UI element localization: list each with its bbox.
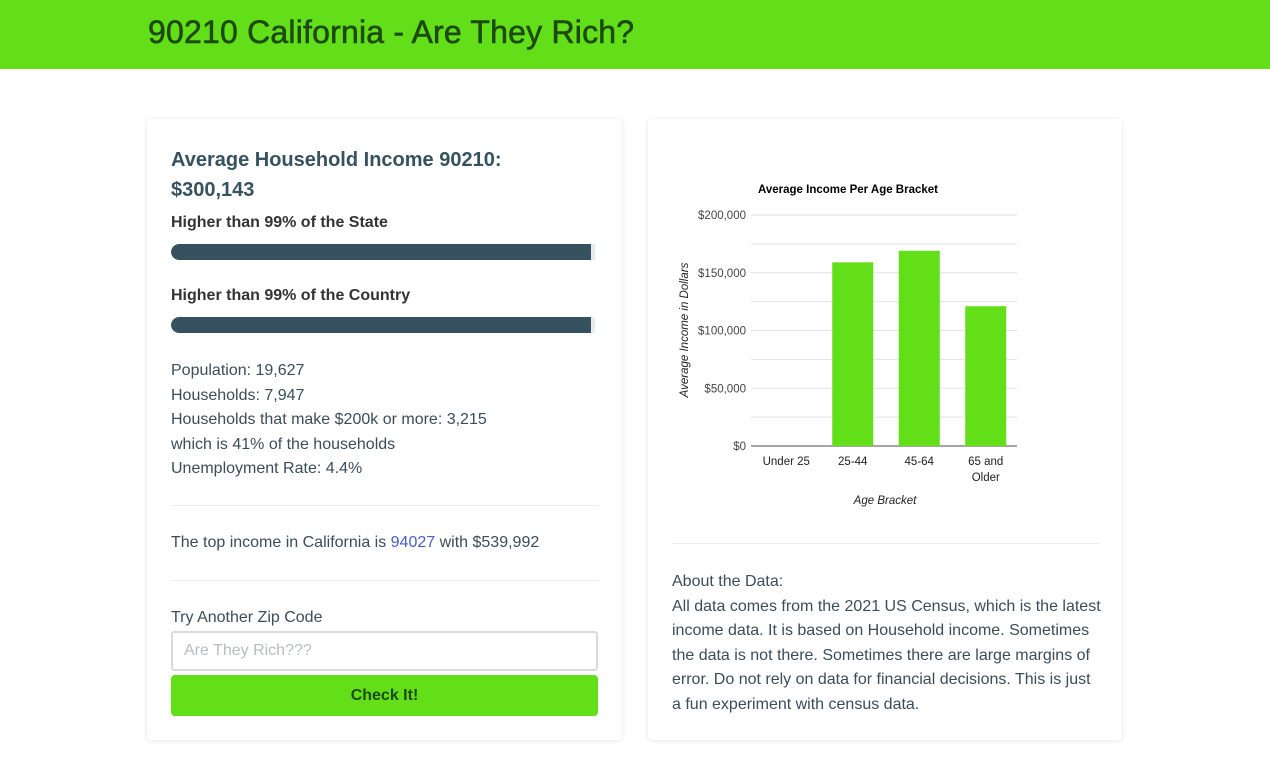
population-stat: Population: 19,627 bbox=[171, 362, 305, 379]
x-axis-label: Age Bracket bbox=[853, 495, 917, 507]
bar-chart: Average Income Per Age Bracket $0 $50,000 $… bbox=[679, 184, 1017, 507]
divider bbox=[171, 580, 599, 581]
country-progress-bar bbox=[171, 317, 595, 333]
top-income-suffix: with $539,992 bbox=[435, 534, 540, 551]
x-tick-label: Older bbox=[972, 472, 1000, 484]
bar bbox=[832, 262, 874, 446]
chart-title: Average Income Per Age Bracket bbox=[758, 184, 938, 196]
zip-stats: Population: 19,627 Households: 7,947 Hou… bbox=[171, 359, 487, 482]
about-body: All data comes from the 2021 US Census, … bbox=[672, 597, 1101, 713]
x-tick-label: 25-44 bbox=[838, 456, 868, 468]
country-progress-fill bbox=[171, 317, 591, 333]
country-comparison-label: Higher than 99% of the Country bbox=[171, 287, 411, 304]
about-heading: About the Data: bbox=[672, 573, 784, 590]
divider bbox=[171, 505, 599, 506]
bar bbox=[965, 306, 1007, 446]
rich-households-stat: Households that make $200k or more: 3,21… bbox=[171, 411, 487, 428]
divider bbox=[672, 543, 1100, 544]
y-tick-label: $100,000 bbox=[698, 326, 746, 338]
top-income-statement: The top income in California is 94027 wi… bbox=[171, 534, 539, 552]
y-tick-label: $50,000 bbox=[704, 383, 746, 395]
y-tick-label: $200,000 bbox=[698, 210, 746, 222]
state-progress-fill bbox=[171, 244, 591, 260]
page-title: 90210 California - Are They Rich? bbox=[148, 14, 635, 51]
header-bar: 90210 California - Are They Rich? bbox=[0, 0, 1270, 69]
y-tick-label: $150,000 bbox=[698, 268, 746, 280]
bar bbox=[898, 250, 940, 446]
x-tick-label: Under 25 bbox=[763, 456, 810, 468]
state-comparison-label: Higher than 99% of the State bbox=[171, 214, 388, 231]
about-the-data: About the Data: All data comes from the … bbox=[672, 570, 1102, 717]
income-value: $300,143 bbox=[171, 179, 255, 201]
top-income-zip-link[interactable]: 94027 bbox=[390, 534, 436, 551]
zip-input-label: Try Another Zip Code bbox=[171, 609, 323, 626]
income-summary-card: Average Household Income 90210: $300,143… bbox=[147, 119, 622, 740]
income-title-label: Average Household Income 90210: bbox=[171, 149, 502, 171]
y-tick-label: $0 bbox=[733, 441, 746, 453]
zip-code-input[interactable] bbox=[171, 631, 598, 671]
rich-percent-stat: which is 41% of the households bbox=[171, 435, 396, 453]
average-income-heading: Average Household Income 90210: $300,143 bbox=[171, 145, 591, 205]
x-tick-label: 65 and bbox=[968, 456, 1003, 468]
top-income-prefix: The top income in California is bbox=[171, 534, 391, 551]
unemployment-stat: Unemployment Rate: 4.4% bbox=[171, 460, 363, 477]
chart-card: Average Income Per Age Bracket $0 $50,000 $… bbox=[648, 119, 1122, 740]
x-tick-label: 45-64 bbox=[905, 456, 935, 468]
households-stat: Households: 7,947 bbox=[171, 386, 305, 404]
state-progress-bar bbox=[171, 244, 595, 260]
y-axis-label: Average Income in Dollars bbox=[679, 262, 691, 398]
check-it-button[interactable]: Check It! bbox=[171, 675, 598, 716]
